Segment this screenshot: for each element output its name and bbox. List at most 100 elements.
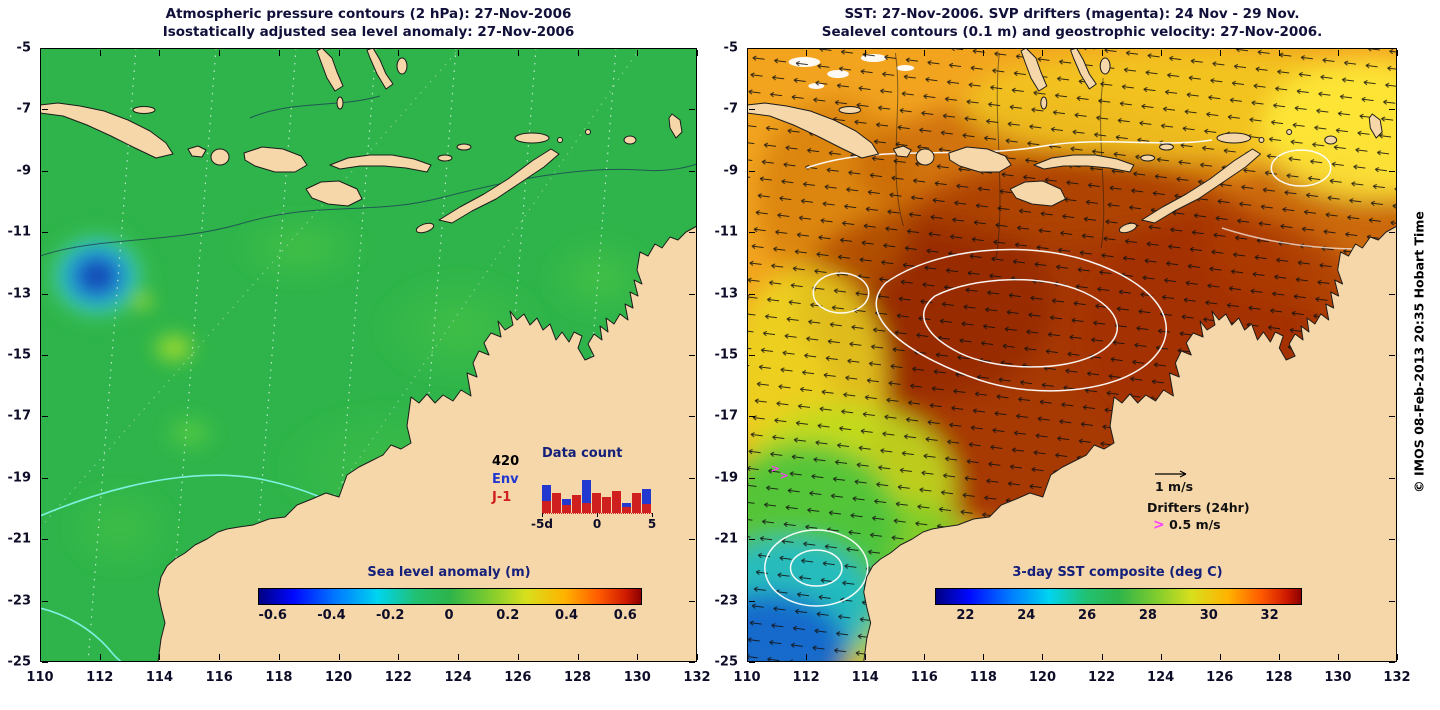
tick-mark — [99, 50, 101, 56]
j1-bar — [612, 491, 621, 513]
tick-mark — [1389, 355, 1395, 356]
left-colorbar — [258, 588, 642, 605]
colorbar-tick-label: 22 — [956, 608, 975, 623]
tick-mark — [1389, 416, 1395, 418]
tick-mark — [749, 48, 755, 49]
tick-mark — [398, 654, 400, 660]
tick-mark — [637, 50, 639, 56]
x-tick-label: 122 — [384, 670, 412, 685]
y-tick-label: -25 — [7, 654, 32, 670]
velocity-scale-arrow-icon — [1155, 470, 1187, 478]
tick-mark — [278, 654, 280, 660]
velocity-scale-arrow-row — [1147, 466, 1277, 478]
right-colorbar-label: 3-day SST composite (deg C) — [1012, 565, 1223, 580]
tick-mark — [42, 355, 48, 356]
x-tick-label: 112 — [86, 670, 114, 685]
inset-x-axis: -5d 0 5 — [531, 513, 656, 531]
tick-mark — [1337, 654, 1339, 660]
y-tick-label: -7 — [16, 101, 31, 117]
colorbar-tick-label: 30 — [1199, 608, 1218, 623]
tick-mark — [689, 477, 695, 479]
x-tick-label: 110 — [733, 670, 761, 685]
inset-x-tick-label: -5d — [531, 517, 553, 531]
tick-mark — [689, 170, 695, 172]
y-tick-label: -19 — [714, 470, 739, 486]
tick-mark — [747, 50, 748, 56]
x-tick-label: 116 — [910, 670, 938, 685]
inset-x-tick-label: 0 — [592, 517, 602, 531]
tick-mark — [652, 513, 653, 517]
tick-mark — [338, 50, 340, 56]
env-bar — [542, 485, 551, 513]
tick-mark — [1278, 50, 1280, 56]
inset-histogram — [542, 463, 652, 514]
tick-mark — [1219, 654, 1221, 660]
x-tick-label: 130 — [1324, 670, 1352, 685]
tick-mark — [1389, 539, 1395, 541]
env-bar — [582, 480, 591, 513]
x-tick-label: 132 — [1383, 670, 1411, 685]
tick-mark — [689, 355, 695, 356]
tick-mark — [1278, 654, 1280, 660]
tick-mark — [1389, 293, 1395, 295]
drifters-speed-label: 0.5 m/s — [1169, 517, 1221, 532]
tick-mark — [689, 232, 695, 234]
tick-mark — [42, 477, 48, 479]
svg-text:>: > — [780, 469, 789, 482]
y-tick-label: -11 — [7, 224, 32, 240]
y-tick-label: -19 — [7, 470, 32, 486]
colorbar-tick-label: 32 — [1260, 608, 1279, 623]
tick-mark — [689, 109, 695, 111]
x-tick-label: 112 — [792, 670, 820, 685]
right-title-line2: Sealevel contours (0.1 m) and geostrophi… — [821, 24, 1323, 40]
x-tick-label: 122 — [1087, 670, 1116, 685]
x-tick-label: 118 — [969, 670, 997, 685]
tick-mark — [1389, 600, 1395, 602]
tick-mark — [924, 654, 926, 660]
tick-mark — [749, 477, 755, 479]
j1-bar — [542, 501, 551, 513]
copyright-watermark: © IMOS 08-Feb-2013 20:35 Hobart Time — [1411, 211, 1427, 493]
tick-mark — [1389, 662, 1395, 663]
tick-mark — [1389, 170, 1395, 172]
y-tick-label: -21 — [7, 531, 32, 547]
y-tick-label: -9 — [723, 163, 738, 179]
svg-text:>: > — [771, 462, 780, 475]
left-colorbar-ticks: -0.6 -0.4 -0.2 0 0.2 0.4 0.6 — [258, 608, 640, 624]
left-title-line1: Atmospheric pressure contours (2 hPa): 2… — [165, 6, 572, 22]
sst-panel: > > 3-day SST composite (deg C) 22 24 26 28 3… — [715, 41, 1411, 686]
tick-mark — [577, 654, 579, 660]
drifters-speed-row: > 0.5 m/s — [1147, 516, 1277, 534]
data-count-inset: 420 Env J-1 Data count -5d 0 5 — [490, 446, 690, 534]
tick-mark — [865, 654, 867, 660]
tick-mark — [806, 654, 808, 660]
x-tick-label: 116 — [205, 670, 233, 685]
tick-mark — [1389, 477, 1395, 479]
y-tick-label: -25 — [714, 654, 739, 670]
tick-mark — [1397, 654, 1398, 660]
velocity-legend: 1 m/s Drifters (24hr) > 0.5 m/s — [1147, 466, 1277, 534]
inset-x-tick-label: 5 — [647, 517, 657, 531]
tick-mark — [924, 50, 926, 56]
x-tick-label: 126 — [1206, 670, 1234, 685]
j1-bar — [582, 503, 591, 513]
drifter-chevron-icon: > — [1153, 517, 1165, 533]
left-panel-title: Atmospheric pressure contours (2 hPa): 2… — [40, 5, 697, 41]
tick-mark — [697, 50, 698, 56]
tick-mark — [689, 662, 695, 663]
left-title-line2: Isostatically adjusted sea level anomaly… — [162, 24, 575, 40]
y-tick-label: -17 — [714, 408, 739, 424]
tick-mark — [40, 50, 41, 56]
tick-mark — [1389, 48, 1395, 49]
x-tick-label: 120 — [1028, 670, 1057, 685]
colorbar-tick-label: 0.6 — [613, 608, 637, 623]
j1-bar — [622, 507, 631, 513]
right-title-line1: SST: 27-Nov-2006. SVP drifters (magenta)… — [844, 6, 1300, 22]
j1-bar — [572, 495, 581, 513]
inset-j1-label: J-1 — [492, 490, 512, 505]
tick-mark — [42, 416, 48, 418]
inset-env-label: Env — [492, 472, 519, 487]
y-tick-label: -7 — [723, 101, 738, 117]
tick-mark — [398, 50, 400, 56]
inset-count-value: 420 — [492, 454, 520, 469]
